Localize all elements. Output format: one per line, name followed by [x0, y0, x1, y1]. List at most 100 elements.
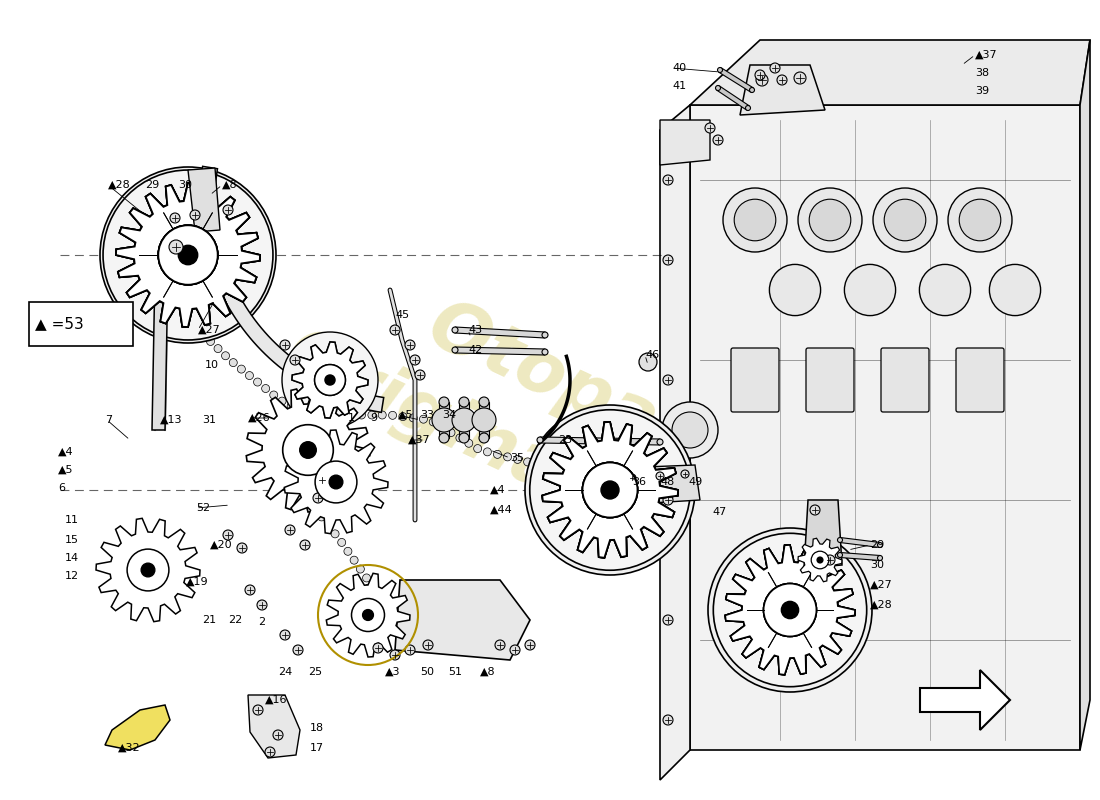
Polygon shape: [478, 402, 490, 438]
Polygon shape: [798, 538, 842, 582]
Circle shape: [455, 434, 464, 442]
Circle shape: [338, 538, 345, 546]
Circle shape: [494, 450, 502, 458]
Text: Otoparc
Original Parts: Otoparc Original Parts: [274, 242, 846, 618]
Text: ▲28: ▲28: [870, 600, 893, 610]
Circle shape: [344, 547, 352, 555]
Text: 38: 38: [975, 68, 989, 78]
Circle shape: [214, 345, 222, 353]
Circle shape: [364, 584, 372, 592]
Polygon shape: [540, 437, 660, 445]
Circle shape: [583, 462, 638, 518]
Circle shape: [810, 505, 820, 515]
Circle shape: [169, 240, 183, 254]
Text: 21: 21: [202, 615, 216, 625]
Circle shape: [878, 542, 882, 547]
Circle shape: [542, 332, 548, 338]
Text: 39: 39: [975, 86, 989, 96]
Circle shape: [495, 640, 505, 650]
Circle shape: [459, 433, 469, 443]
Circle shape: [708, 528, 872, 692]
FancyBboxPatch shape: [806, 348, 854, 412]
Circle shape: [447, 429, 455, 437]
Text: 10: 10: [205, 360, 219, 370]
Circle shape: [583, 462, 638, 518]
Circle shape: [798, 188, 862, 252]
Polygon shape: [690, 40, 1090, 105]
Polygon shape: [200, 166, 384, 412]
Circle shape: [439, 433, 449, 443]
Polygon shape: [804, 500, 842, 568]
Circle shape: [746, 106, 750, 110]
Circle shape: [705, 123, 715, 133]
Circle shape: [525, 640, 535, 650]
Circle shape: [575, 464, 583, 472]
Circle shape: [363, 574, 371, 582]
Circle shape: [959, 199, 1001, 241]
Text: ▲13: ▲13: [160, 415, 183, 425]
Text: ▲37: ▲37: [408, 435, 430, 445]
Circle shape: [158, 226, 218, 285]
Circle shape: [280, 630, 290, 640]
Circle shape: [777, 75, 786, 85]
Circle shape: [459, 397, 469, 407]
Circle shape: [318, 513, 326, 521]
Circle shape: [273, 730, 283, 740]
Text: 41: 41: [672, 81, 686, 91]
Circle shape: [534, 461, 541, 469]
Text: ▲27: ▲27: [198, 325, 221, 335]
Circle shape: [878, 555, 882, 561]
Text: 36: 36: [632, 477, 646, 487]
Circle shape: [628, 474, 636, 482]
Polygon shape: [116, 183, 260, 327]
Circle shape: [390, 325, 400, 335]
Circle shape: [128, 549, 169, 591]
Polygon shape: [395, 580, 530, 660]
Circle shape: [315, 461, 356, 503]
Circle shape: [657, 439, 663, 445]
Circle shape: [483, 448, 492, 456]
Circle shape: [663, 375, 673, 385]
Text: 15: 15: [65, 535, 79, 545]
FancyBboxPatch shape: [732, 348, 779, 412]
Circle shape: [681, 470, 689, 478]
Circle shape: [763, 584, 816, 637]
Polygon shape: [1080, 40, 1090, 750]
Polygon shape: [96, 518, 200, 622]
Text: ▲32: ▲32: [118, 743, 141, 753]
Circle shape: [713, 135, 723, 145]
Circle shape: [178, 246, 198, 265]
Circle shape: [191, 323, 199, 331]
Circle shape: [663, 255, 673, 265]
Text: ▲4: ▲4: [58, 447, 74, 457]
Text: 30: 30: [178, 180, 192, 190]
Polygon shape: [327, 574, 410, 657]
Circle shape: [358, 411, 365, 419]
Text: 40: 40: [672, 63, 686, 73]
Circle shape: [478, 397, 490, 407]
Circle shape: [390, 650, 400, 660]
FancyBboxPatch shape: [956, 348, 1004, 412]
Circle shape: [755, 70, 764, 80]
Circle shape: [236, 543, 248, 553]
Text: ▲26: ▲26: [248, 413, 271, 423]
Circle shape: [304, 496, 312, 504]
Text: ▲37: ▲37: [975, 50, 998, 60]
Circle shape: [300, 540, 310, 550]
Text: 18: 18: [310, 723, 324, 733]
Circle shape: [184, 316, 192, 324]
Text: 43: 43: [468, 325, 482, 335]
Polygon shape: [542, 422, 678, 558]
Text: 33: 33: [420, 410, 434, 420]
Text: ▲4: ▲4: [490, 485, 506, 495]
Circle shape: [763, 584, 816, 637]
Circle shape: [554, 462, 562, 470]
Circle shape: [364, 595, 372, 603]
Circle shape: [920, 264, 970, 315]
Circle shape: [329, 475, 343, 489]
Circle shape: [663, 715, 673, 725]
Circle shape: [373, 643, 383, 653]
Circle shape: [419, 415, 428, 423]
Circle shape: [229, 358, 238, 366]
Circle shape: [405, 340, 415, 350]
